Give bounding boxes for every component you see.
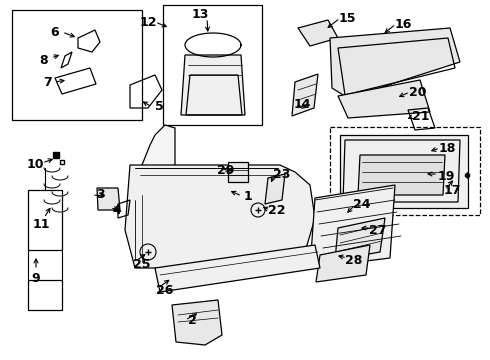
Text: 23: 23 [273, 168, 291, 181]
Polygon shape [172, 300, 222, 345]
Bar [28, 280, 62, 310]
Polygon shape [181, 55, 245, 115]
Polygon shape [97, 188, 120, 210]
Text: 27: 27 [369, 224, 387, 237]
Text: 7: 7 [43, 76, 51, 89]
Text: 20: 20 [409, 85, 427, 99]
Text: 29: 29 [217, 163, 235, 176]
Text: 13: 13 [191, 9, 209, 22]
Text: 12: 12 [139, 15, 157, 28]
Polygon shape [338, 80, 430, 118]
Bar [12, 10, 142, 120]
Text: 22: 22 [268, 203, 286, 216]
Text: 8: 8 [40, 54, 49, 67]
Text: 17: 17 [443, 184, 461, 197]
Text: 4: 4 [113, 203, 122, 216]
Text: 6: 6 [50, 26, 59, 39]
Polygon shape [155, 245, 320, 292]
Text: 24: 24 [353, 198, 371, 211]
Polygon shape [310, 185, 395, 268]
Polygon shape [265, 174, 285, 204]
Text: 21: 21 [412, 109, 430, 122]
Text: 16: 16 [394, 18, 412, 31]
Polygon shape [228, 162, 248, 182]
Text: 15: 15 [338, 12, 356, 24]
Polygon shape [298, 20, 338, 46]
Text: 9: 9 [32, 271, 40, 284]
Text: 25: 25 [133, 258, 151, 271]
Polygon shape [340, 135, 468, 208]
Polygon shape [125, 165, 315, 268]
Text: 1: 1 [244, 189, 252, 202]
Bar [163, 5, 262, 125]
Text: 11: 11 [32, 219, 50, 231]
Text: 18: 18 [439, 141, 456, 154]
Polygon shape [140, 125, 175, 188]
Text: 2: 2 [188, 314, 196, 327]
Text: 14: 14 [293, 99, 311, 112]
Polygon shape [316, 245, 370, 282]
Text: 28: 28 [345, 253, 363, 266]
Bar [28, 190, 62, 250]
Bar [330, 127, 480, 215]
Polygon shape [330, 28, 460, 98]
Text: 3: 3 [96, 189, 104, 202]
Text: 19: 19 [437, 170, 455, 183]
Text: 5: 5 [155, 100, 163, 113]
Polygon shape [358, 155, 445, 195]
Polygon shape [335, 218, 385, 260]
Text: 26: 26 [156, 284, 173, 297]
Polygon shape [292, 74, 318, 116]
Text: 10: 10 [26, 158, 44, 171]
